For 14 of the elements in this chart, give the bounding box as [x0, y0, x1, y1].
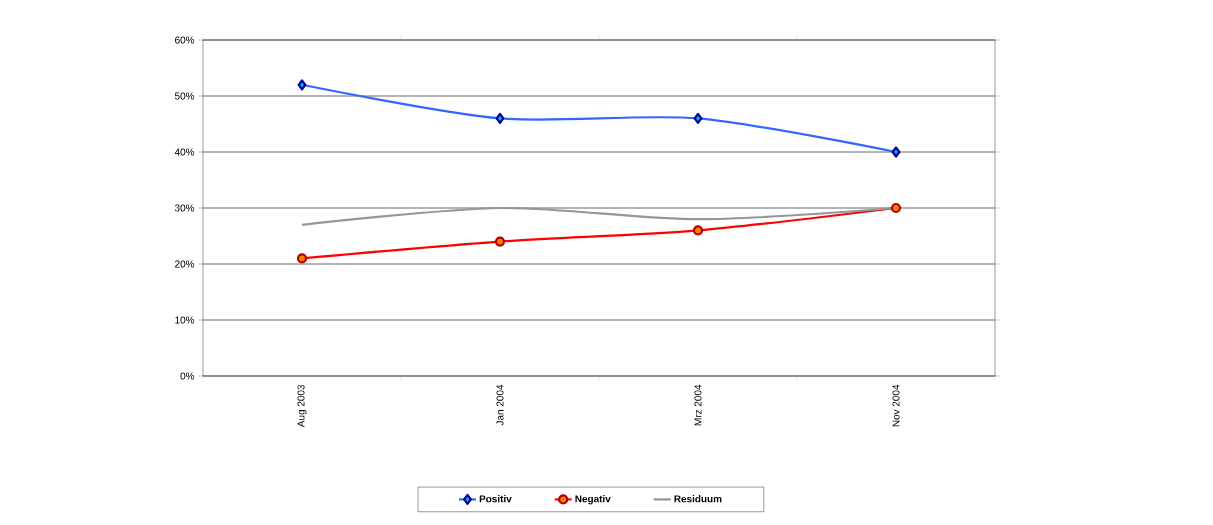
legend-label: Negativ [575, 495, 611, 505]
y-tick-label: 60% [175, 36, 195, 44]
y-tick-label: 20% [175, 260, 195, 268]
y-tick-label: 30% [174, 204, 195, 212]
legend-label: Positiv [479, 495, 512, 503]
x-tick-label: Mrz 2004 [694, 384, 702, 426]
y-tick-label: 40% [174, 148, 195, 156]
x-tick-label: Jan 2004 [496, 384, 504, 426]
x-tick-label: Aug 2003 [297, 384, 307, 428]
y-tick-label: 10% [175, 316, 195, 324]
legend-label: Residuum [674, 495, 722, 503]
y-tick-label: 50% [174, 92, 195, 100]
y-tick-label: 0% [180, 372, 195, 380]
x-tick-label: Nov 2004 [892, 384, 900, 427]
